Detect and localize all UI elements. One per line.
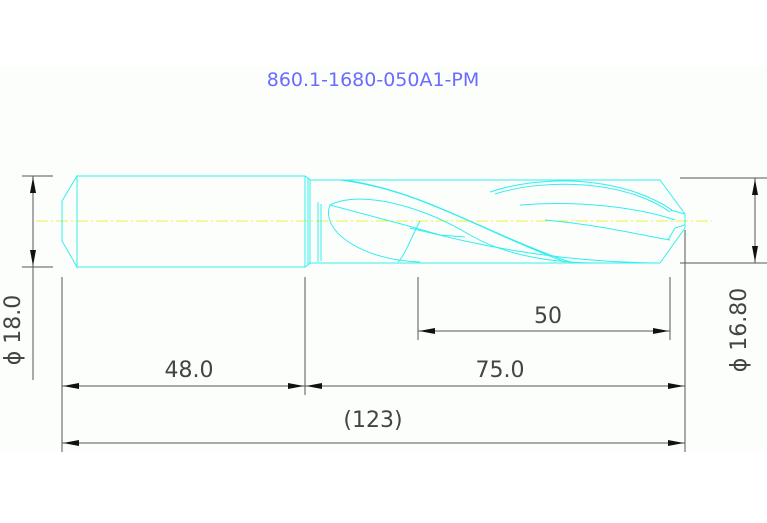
extension-lines [61,230,686,452]
total-length-dimension: (123) [62,408,685,446]
drill-shank [61,174,311,269]
drawing-title: 860.1-1680-050A1-PM [267,69,480,91]
shank-diameter-dimension: ϕ 18.0 [1,175,53,380]
length-dimensions: 48.0 75.0 [62,358,685,389]
drill-body [310,179,686,264]
shank-length-label: 48.0 [165,358,214,383]
body-length-label: 75.0 [476,358,525,383]
flute-length-label: 50 [534,304,562,329]
body-diameter-label: ϕ 16.80 [727,288,752,373]
body-diameter-dimension: ϕ 16.80 [680,177,767,373]
flute-length-dimension: 50 [418,304,670,334]
drawing-background [0,66,767,452]
total-length-label: (123) [343,408,402,433]
shank-diameter-label: ϕ 18.0 [1,295,26,366]
